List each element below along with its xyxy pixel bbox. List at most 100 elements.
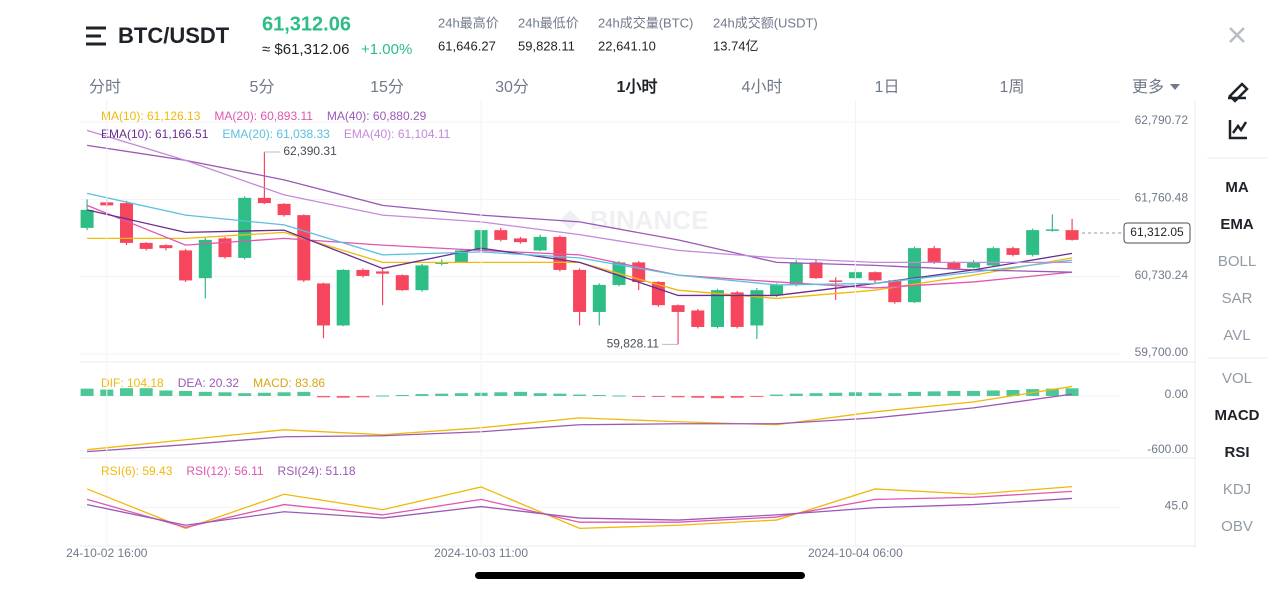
- candle-body: [907, 248, 921, 303]
- indicator-line: [86, 192, 1073, 286]
- indicator[interactable]: AVL: [1223, 327, 1250, 344]
- indicator[interactable]: BOLL: [1218, 253, 1256, 270]
- logo-icon: [86, 26, 106, 46]
- tab[interactable]: 1日: [875, 79, 900, 96]
- price-usd: ≈ $61,312.06: [262, 41, 349, 58]
- candle-body: [986, 248, 1000, 266]
- stat-label: 24h最低价: [518, 15, 579, 30]
- candle-body: [1006, 248, 1020, 255]
- candle-body: [238, 197, 252, 258]
- tab[interactable]: 1周: [1000, 79, 1025, 96]
- candle-body: [829, 280, 843, 282]
- legend-item: DIF: 104.18: [101, 376, 164, 390]
- indicator-line: [87, 393, 1073, 453]
- candle-body: [730, 292, 744, 327]
- symbol[interactable]: BTC/USDT: [118, 23, 230, 48]
- macd-bar: [238, 393, 252, 396]
- candle-body: [80, 209, 94, 228]
- tab[interactable]: 更多: [1132, 78, 1164, 96]
- candle-body: [376, 271, 390, 274]
- high-label: 62,390.31: [283, 144, 337, 158]
- stat-value: 61,646.27: [438, 38, 496, 53]
- macd-bar: [691, 395, 705, 398]
- candle-body: [218, 238, 232, 258]
- legend-item: MA(20): 60,893.11: [214, 109, 313, 123]
- tab[interactable]: 5分: [250, 78, 275, 96]
- indicator[interactable]: VOL: [1222, 370, 1252, 387]
- indicator[interactable]: MACD: [1215, 407, 1260, 424]
- macd-bar: [80, 388, 94, 396]
- macd-bar: [454, 393, 468, 396]
- candle-body: [159, 245, 173, 249]
- indicator-line: [86, 490, 1073, 529]
- indicator-line: [86, 129, 1073, 264]
- macd-bar: [789, 393, 803, 396]
- legend-item: EMA(20): 61,038.33: [222, 127, 330, 141]
- dropdown-arrow: [1170, 84, 1180, 90]
- y-tick-label: 60,730.24: [1135, 268, 1189, 282]
- home-indicator: [475, 572, 805, 579]
- indicator-icon[interactable]: [1228, 120, 1248, 140]
- candle-body: [257, 197, 271, 204]
- candle-body: [868, 272, 882, 281]
- close-icon[interactable]: [1229, 27, 1245, 43]
- indicator[interactable]: EMA: [1220, 216, 1254, 233]
- candle-body: [395, 275, 409, 291]
- legend-item: EMA(40): 61,104.11: [344, 127, 451, 141]
- macd-bar: [376, 395, 390, 397]
- macd-bar: [277, 392, 291, 396]
- y-tick-label: 61,760.48: [1135, 191, 1189, 205]
- tab[interactable]: 分时: [89, 78, 121, 96]
- macd-bar: [967, 390, 981, 396]
- candle-body: [336, 269, 350, 326]
- candle-body: [139, 242, 153, 249]
- y-tick-label: 45.0: [1165, 498, 1189, 512]
- stat-value: 59,828.11: [518, 38, 575, 53]
- candle-body: [947, 262, 961, 269]
- candle-body: [1026, 230, 1040, 255]
- macd-bar: [770, 394, 784, 396]
- candle-body: [671, 305, 685, 312]
- indicator[interactable]: MA: [1225, 179, 1248, 196]
- change: +1.00%: [361, 41, 412, 58]
- candle-body: [710, 290, 724, 327]
- stat-label: 24h成交量(BTC): [598, 15, 693, 30]
- legend-item: RSI(12): 56.11: [186, 464, 263, 478]
- draw-icon[interactable]: [1228, 82, 1249, 103]
- macd-bar: [336, 395, 350, 398]
- candle-body: [1065, 230, 1079, 240]
- macd-bar: [986, 390, 1000, 396]
- candle-body: [415, 265, 429, 291]
- macd-bar: [159, 390, 173, 396]
- tab[interactable]: 1小时: [617, 78, 658, 96]
- macd-bar: [888, 393, 902, 396]
- macd-bar: [356, 395, 370, 398]
- candle-body: [750, 290, 764, 326]
- candle-body: [573, 269, 587, 312]
- candle-body: [809, 262, 823, 279]
- tab[interactable]: 15分: [370, 78, 404, 96]
- macd-bar: [1006, 390, 1020, 396]
- candle-body: [789, 262, 803, 285]
- y-tick-label: 62,790.72: [1135, 113, 1189, 127]
- tab[interactable]: 30分: [495, 78, 529, 96]
- macd-bar: [750, 395, 764, 397]
- stat-value: 22,641.10: [598, 38, 656, 53]
- macd-bar: [218, 392, 232, 396]
- candle-body: [297, 215, 311, 281]
- candle-body: [770, 284, 784, 296]
- candle-body: [316, 283, 330, 326]
- indicator[interactable]: OBV: [1221, 518, 1253, 535]
- legend-item: RSI(6): 59.43: [101, 464, 173, 478]
- macd-bar: [179, 390, 193, 396]
- indicator[interactable]: KDJ: [1223, 481, 1251, 498]
- macd-bar: [139, 388, 153, 396]
- indicator[interactable]: SAR: [1222, 290, 1253, 307]
- macd-bar: [316, 395, 330, 398]
- indicator[interactable]: RSI: [1224, 444, 1249, 461]
- y-tick-label: -600.00: [1147, 442, 1188, 456]
- legend-item: MA(10): 61,126.13: [101, 109, 201, 123]
- macd-bar: [198, 391, 212, 396]
- tab[interactable]: 4小时: [742, 78, 783, 96]
